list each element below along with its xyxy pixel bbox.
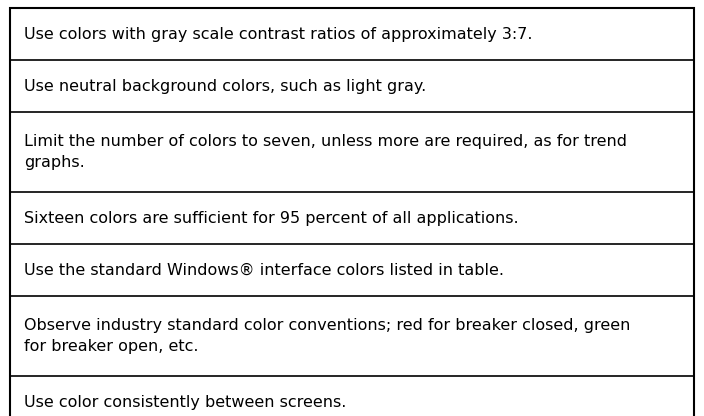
Text: Sixteen colors are sufficient for 95 percent of all applications.: Sixteen colors are sufficient for 95 per… [24,210,519,225]
Text: Use the standard Windows® interface colors listed in table.: Use the standard Windows® interface colo… [24,262,504,277]
Text: Use neutral background colors, such as light gray.: Use neutral background colors, such as l… [24,79,426,94]
Text: Limit the number of colors to seven, unless more are required, as for trend
grap: Limit the number of colors to seven, unl… [24,134,627,170]
Text: Use color consistently between screens.: Use color consistently between screens. [24,394,346,409]
Text: Observe industry standard color conventions; red for breaker closed, green
for b: Observe industry standard color conventi… [24,318,630,354]
Text: Use colors with gray scale contrast ratios of approximately 3:7.: Use colors with gray scale contrast rati… [24,27,532,42]
